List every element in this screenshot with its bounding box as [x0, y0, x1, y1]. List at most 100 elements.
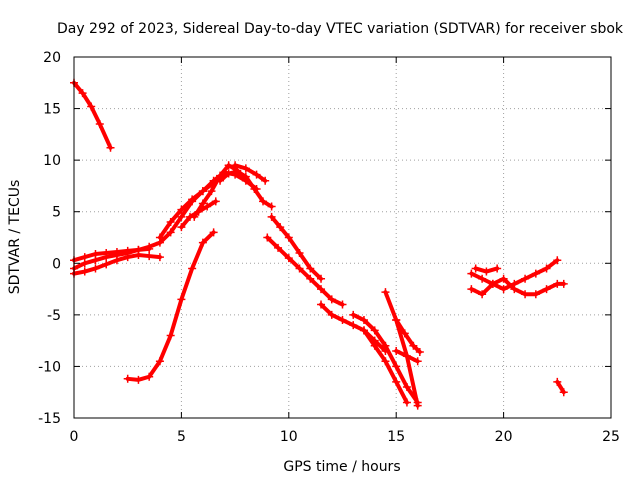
- data-point: [155, 357, 164, 366]
- series-line: [233, 163, 268, 183]
- data-point: [317, 274, 326, 283]
- data-point: [295, 248, 304, 257]
- data-point: [493, 264, 502, 273]
- series-track-9: [216, 167, 276, 211]
- data-point: [224, 169, 233, 178]
- series-track-14: [349, 310, 422, 407]
- data-point: [259, 197, 268, 206]
- data-point: [531, 269, 540, 278]
- data-point: [402, 352, 411, 361]
- data-point: [241, 172, 250, 181]
- x-tick-label: 15: [387, 429, 405, 445]
- data-point: [276, 223, 285, 232]
- series-track-10: [231, 161, 270, 185]
- plot-frame: [73, 56, 612, 419]
- data-point: [392, 346, 401, 355]
- grid: [74, 57, 611, 418]
- series-track-17: [392, 316, 424, 356]
- data-point: [381, 288, 390, 297]
- x-tick-label: 0: [70, 429, 79, 445]
- data-point: [499, 285, 508, 294]
- x-axis-label: GPS time / hours: [283, 459, 400, 475]
- data-point: [402, 383, 411, 392]
- data-point: [542, 264, 551, 273]
- data-point: [207, 187, 216, 196]
- data-point: [409, 341, 418, 350]
- data-point: [413, 357, 422, 366]
- series-line: [192, 163, 240, 219]
- data-point: [478, 274, 487, 283]
- x-tick-label: 20: [495, 429, 513, 445]
- series-track-18: [392, 346, 422, 366]
- data-point: [106, 143, 115, 152]
- data-point: [267, 202, 276, 211]
- data-point: [134, 375, 143, 384]
- data-point: [134, 251, 143, 260]
- x-tick-label: 5: [177, 429, 186, 445]
- data-point: [177, 223, 186, 232]
- y-tick-label: -5: [47, 308, 61, 324]
- data-point: [467, 285, 476, 294]
- data-point: [123, 253, 132, 262]
- data-point: [338, 300, 347, 309]
- series-track-12: [263, 233, 347, 309]
- data-point: [467, 269, 476, 278]
- data-point: [261, 176, 270, 185]
- data-point: [392, 316, 401, 325]
- data-point: [349, 321, 358, 330]
- series-track-8: [123, 228, 218, 384]
- data-point: [488, 279, 497, 288]
- series-track-11: [267, 212, 326, 283]
- data-point: [482, 267, 491, 276]
- data-point: [166, 218, 175, 227]
- y-tick-label: 10: [43, 153, 61, 169]
- y-tick-label: 0: [52, 256, 61, 272]
- data-point: [478, 290, 487, 299]
- data-point: [559, 279, 568, 288]
- series-line: [555, 379, 566, 395]
- data-point: [198, 238, 207, 247]
- data-point: [359, 326, 368, 335]
- data-point: [499, 274, 508, 283]
- x-tick-label: 25: [602, 429, 620, 445]
- data-point: [177, 295, 186, 304]
- data-point: [123, 374, 132, 383]
- data-point: [188, 195, 197, 204]
- y-tick-label: 20: [43, 50, 61, 66]
- data-point: [542, 285, 551, 294]
- data-point: [209, 228, 218, 237]
- data-point: [91, 250, 100, 259]
- series-track-7: [190, 161, 242, 221]
- data-point: [177, 205, 186, 214]
- data-point: [510, 285, 519, 294]
- data-point: [188, 264, 197, 273]
- data-point: [211, 197, 220, 206]
- axis-ticks: 0 5 10 15 20 25 -15 -10 -5 0 5 10 15 20: [38, 50, 620, 445]
- data-point: [381, 341, 390, 350]
- data-point: [112, 256, 121, 265]
- series-track-20: [467, 274, 568, 299]
- plot-area: [70, 78, 568, 410]
- data-point: [87, 102, 96, 111]
- data-point: [166, 228, 175, 237]
- data-point: [317, 285, 326, 294]
- data-point: [95, 120, 104, 129]
- data-point: [241, 164, 250, 173]
- y-tick-label: -15: [38, 411, 61, 427]
- data-point: [145, 244, 154, 253]
- data-point: [177, 212, 186, 221]
- data-point: [413, 401, 422, 410]
- series-track-1: [70, 78, 115, 152]
- data-point: [145, 372, 154, 381]
- data-point: [521, 290, 530, 299]
- data-point: [190, 212, 199, 221]
- data-point: [198, 199, 207, 208]
- series-track-22: [553, 377, 568, 397]
- data-point: [203, 202, 212, 211]
- data-point: [392, 377, 401, 386]
- data-point: [166, 331, 175, 340]
- data-point: [233, 167, 242, 176]
- data-point: [274, 243, 283, 252]
